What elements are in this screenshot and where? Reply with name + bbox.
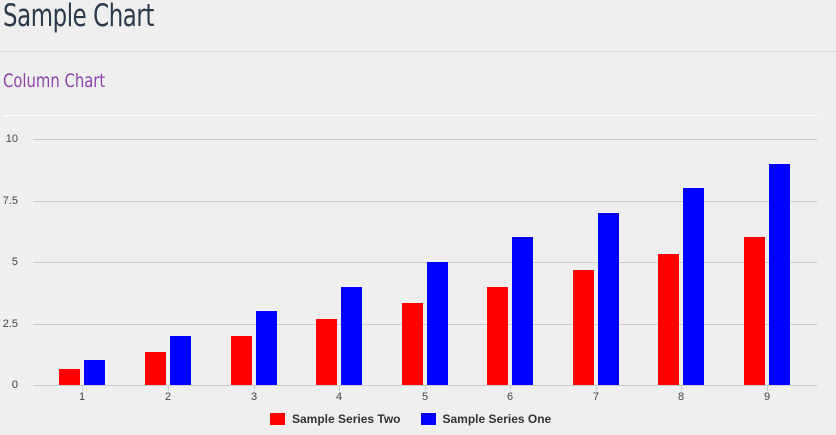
- bar-series-two[interactable]: [402, 303, 423, 385]
- x-tick-label: 7: [592, 391, 600, 403]
- y-tick-label: 2.5: [2, 318, 18, 330]
- x-tick: [681, 386, 682, 391]
- gridline: [33, 201, 817, 202]
- legend-item-series-two[interactable]: Sample Series Two: [270, 412, 401, 426]
- x-tick-label: 8: [677, 391, 685, 403]
- x-tick: [339, 386, 340, 391]
- y-tick-label: 7.5: [2, 195, 18, 207]
- legend-swatch-blue: [420, 413, 436, 425]
- x-tick: [596, 386, 597, 391]
- bar-series-one[interactable]: [512, 237, 533, 385]
- x-tick-label: 5: [421, 391, 429, 403]
- bar-series-one[interactable]: [84, 360, 105, 385]
- bar-series-one[interactable]: [341, 287, 362, 385]
- x-tick: [254, 386, 255, 391]
- bar-series-two[interactable]: [316, 319, 337, 385]
- chart-subtitle: Column Chart: [3, 70, 106, 92]
- x-tick-label: 1: [78, 391, 86, 403]
- x-tick: [82, 386, 83, 391]
- y-tick-label: 5: [11, 256, 18, 268]
- x-tick-label: 3: [250, 391, 258, 403]
- bar-series-one[interactable]: [683, 188, 704, 385]
- legend-label: Sample Series One: [442, 412, 552, 426]
- gridline: [33, 139, 817, 140]
- bar-series-two[interactable]: [231, 336, 252, 385]
- bar-series-two[interactable]: [59, 369, 80, 385]
- bar-series-two[interactable]: [573, 270, 594, 385]
- bar-series-one[interactable]: [256, 311, 277, 385]
- chart-top-border: [3, 115, 818, 116]
- legend-swatch-red: [270, 413, 285, 425]
- gridline: [33, 324, 817, 325]
- legend-item-series-one[interactable]: Sample Series One: [420, 412, 552, 426]
- header-divider: [0, 51, 836, 52]
- bar-series-one[interactable]: [769, 164, 790, 385]
- bar-series-two[interactable]: [744, 237, 765, 385]
- x-tick-label: 4: [335, 391, 343, 403]
- gridline: [33, 385, 817, 386]
- bar-series-two[interactable]: [658, 254, 679, 385]
- page-title: Sample Chart: [3, 0, 154, 34]
- chart-legend: Sample Series Two Sample Series One: [270, 412, 571, 426]
- legend-label: Sample Series Two: [292, 412, 401, 426]
- x-tick: [510, 386, 511, 391]
- bar-series-two[interactable]: [487, 287, 508, 385]
- bar-series-one[interactable]: [427, 262, 448, 385]
- y-tick-label: 10: [5, 133, 18, 145]
- x-tick: [425, 386, 426, 391]
- x-tick-label: 2: [164, 391, 172, 403]
- gridline: [33, 262, 817, 263]
- bar-series-one[interactable]: [598, 213, 619, 385]
- x-tick: [168, 386, 169, 391]
- x-tick-label: 9: [763, 391, 771, 403]
- y-tick-label: 0: [11, 379, 18, 391]
- bar-series-two[interactable]: [145, 352, 166, 385]
- bar-series-one[interactable]: [170, 336, 191, 385]
- x-tick-label: 6: [506, 391, 514, 403]
- x-tick: [767, 386, 768, 391]
